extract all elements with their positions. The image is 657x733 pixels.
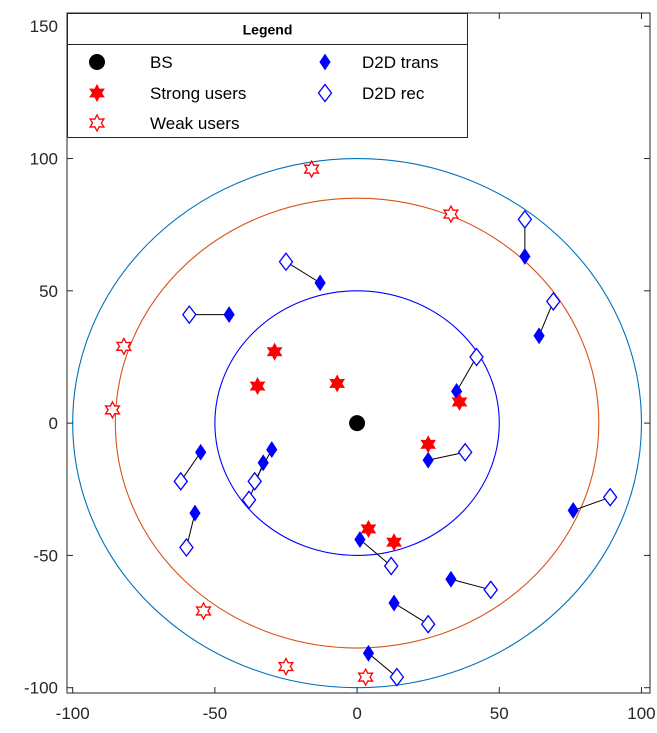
d2d-trans-point (422, 451, 434, 469)
d2d-rec-point (181, 305, 197, 325)
d2d-rec-point (420, 614, 436, 634)
d2d-rec-point (602, 487, 618, 507)
d2d-rec-point (173, 471, 189, 491)
legend-weak-marker (88, 113, 106, 133)
strong-user-point (249, 376, 266, 396)
weak-user-point (115, 336, 133, 356)
d2d-rec-point (383, 556, 399, 576)
strong-user-point (420, 435, 437, 454)
y-tick-label: -50 (33, 546, 58, 565)
weak-user-point (303, 159, 320, 179)
d2d-rec-point (389, 667, 405, 687)
weak-user-point (442, 204, 460, 224)
d2d-rec-point (247, 471, 263, 491)
d2d-trans-point (362, 644, 375, 662)
d2d-trans-point (445, 570, 457, 588)
legend-entry-label: BS (150, 53, 173, 72)
d2d-trans-point (195, 443, 207, 461)
legend-strong-marker (89, 83, 105, 103)
d2d-link-line (450, 578, 491, 591)
legend-entry-label: Strong users (150, 84, 246, 103)
coverage-circle-50 (214, 290, 500, 556)
x-tick-label: 100 (627, 704, 655, 723)
d2d-rec-point (545, 291, 561, 311)
d2d-trans-point (567, 502, 579, 519)
x-tick-label: -100 (56, 704, 90, 723)
d2d-trans-point (388, 594, 400, 612)
coverage-circle-85 (114, 197, 600, 649)
d2d-link-line (573, 496, 611, 511)
base-station-point (349, 415, 366, 432)
legend-entry-label: Weak users (150, 114, 239, 133)
d2d-rec-point (278, 252, 294, 272)
legend-box (67, 13, 468, 138)
legend-entry-label: D2D rec (362, 84, 425, 103)
d2d-trans-point (266, 441, 278, 458)
d2d-link-line (359, 539, 392, 567)
weak-user-point (357, 667, 374, 687)
weak-user-point (104, 400, 121, 420)
y-tick-label: 0 (49, 414, 58, 433)
y-tick-label: 100 (30, 150, 58, 169)
d2d-rec-point (241, 490, 257, 510)
d2d-rec-point (517, 209, 533, 229)
d2d-link-line (368, 652, 398, 678)
d2d-trans-point (257, 454, 269, 472)
strong-user-point (451, 392, 468, 412)
legend-title: Legend (243, 22, 293, 38)
d2d-rec-point (469, 347, 484, 367)
strong-user-point (386, 533, 402, 552)
x-tick-label: -50 (203, 704, 228, 723)
d2d-trans-point (314, 274, 326, 292)
d2d-link-line (393, 602, 429, 625)
d2d-trans-point (533, 327, 545, 345)
x-tick-label: 50 (490, 704, 509, 723)
x-tick-label: 0 (352, 704, 361, 723)
d2d-link-line (285, 261, 321, 284)
legend-entry-label: D2D trans (362, 53, 439, 72)
d2d-trans-point (354, 531, 366, 548)
weak-user-point (195, 601, 212, 621)
strong-user-point (360, 519, 377, 539)
d2d-trans-point (223, 306, 235, 324)
d2d-link-line (456, 356, 477, 392)
legend-bs-marker (89, 54, 105, 70)
d2d-rec-point (457, 442, 473, 462)
strong-user-point (329, 374, 346, 393)
y-tick-label: 50 (39, 282, 58, 301)
legend: Legend BS Strong users Weak users D2D trans D… (67, 13, 468, 138)
legend-rec-marker (317, 83, 333, 103)
d2d-rec-point (179, 537, 194, 558)
d2d-trans-point (189, 504, 201, 522)
y-tick-label: 150 (30, 17, 58, 36)
d2d-rec-point (483, 580, 499, 600)
strong-user-point (266, 342, 283, 361)
weak-user-point (277, 657, 295, 676)
y-tick-label: -100 (24, 679, 58, 698)
legend-trans-marker (319, 53, 331, 71)
d2d-trans-point (519, 248, 531, 265)
